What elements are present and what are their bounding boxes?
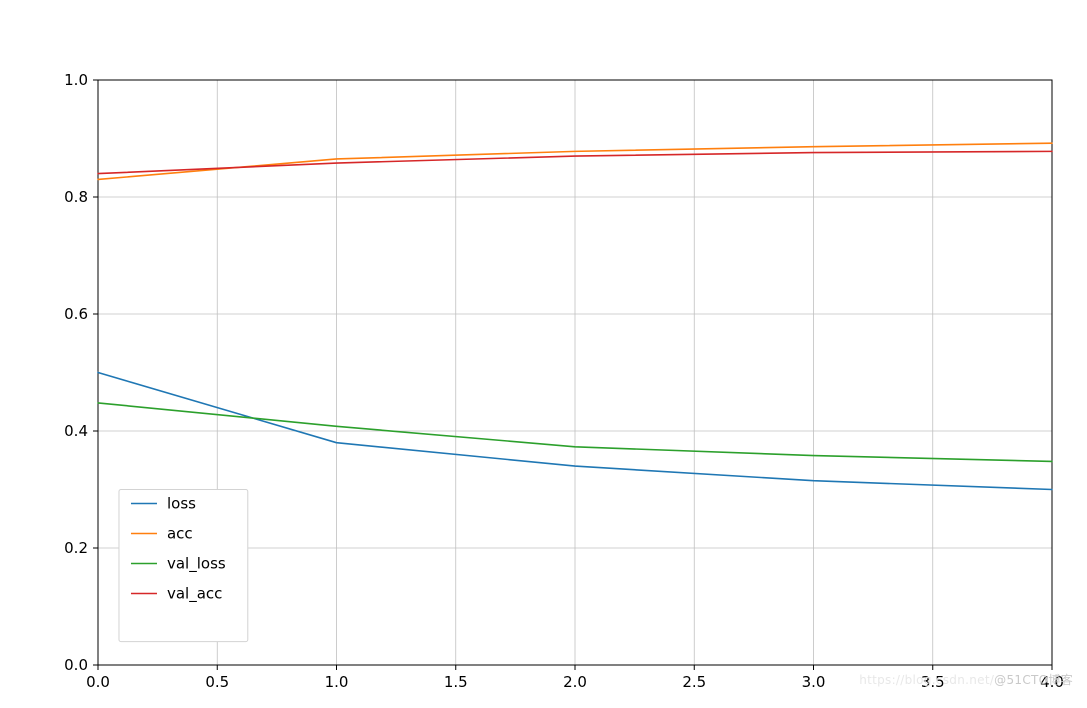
x-tick-label: 4.0 xyxy=(1040,673,1064,691)
x-tick-label: 1.5 xyxy=(444,673,468,691)
y-tick-label: 0.2 xyxy=(64,539,88,557)
y-tick-label: 0.4 xyxy=(64,422,88,440)
legend-label-val_acc: val_acc xyxy=(167,585,222,604)
legend-label-loss: loss xyxy=(167,495,196,513)
training-metrics-chart: 0.0 0.5 1.0 1.5 2.0 2.5 3.0 3.5 4.0 0.0 0.2 0.4 0.6 0… xyxy=(0,0,1087,708)
legend: loss acc val_loss val_acc xyxy=(119,490,248,642)
y-tick-label: 1.0 xyxy=(64,71,88,89)
x-tick-label: 0.5 xyxy=(205,673,229,691)
x-tick-label: 1.0 xyxy=(325,673,349,691)
x-tick-label: 2.0 xyxy=(563,673,587,691)
x-tick-label: 0.0 xyxy=(86,673,110,691)
x-tick-label: 3.5 xyxy=(921,673,945,691)
x-tick-label: 2.5 xyxy=(682,673,706,691)
y-tick-label: 0.6 xyxy=(64,305,88,323)
y-tick-label: 0.8 xyxy=(64,188,88,206)
legend-label-val_loss: val_loss xyxy=(167,555,226,574)
legend-label-acc: acc xyxy=(167,525,193,543)
y-tick-label: 0.0 xyxy=(64,656,88,674)
x-tick-label: 3.0 xyxy=(802,673,826,691)
